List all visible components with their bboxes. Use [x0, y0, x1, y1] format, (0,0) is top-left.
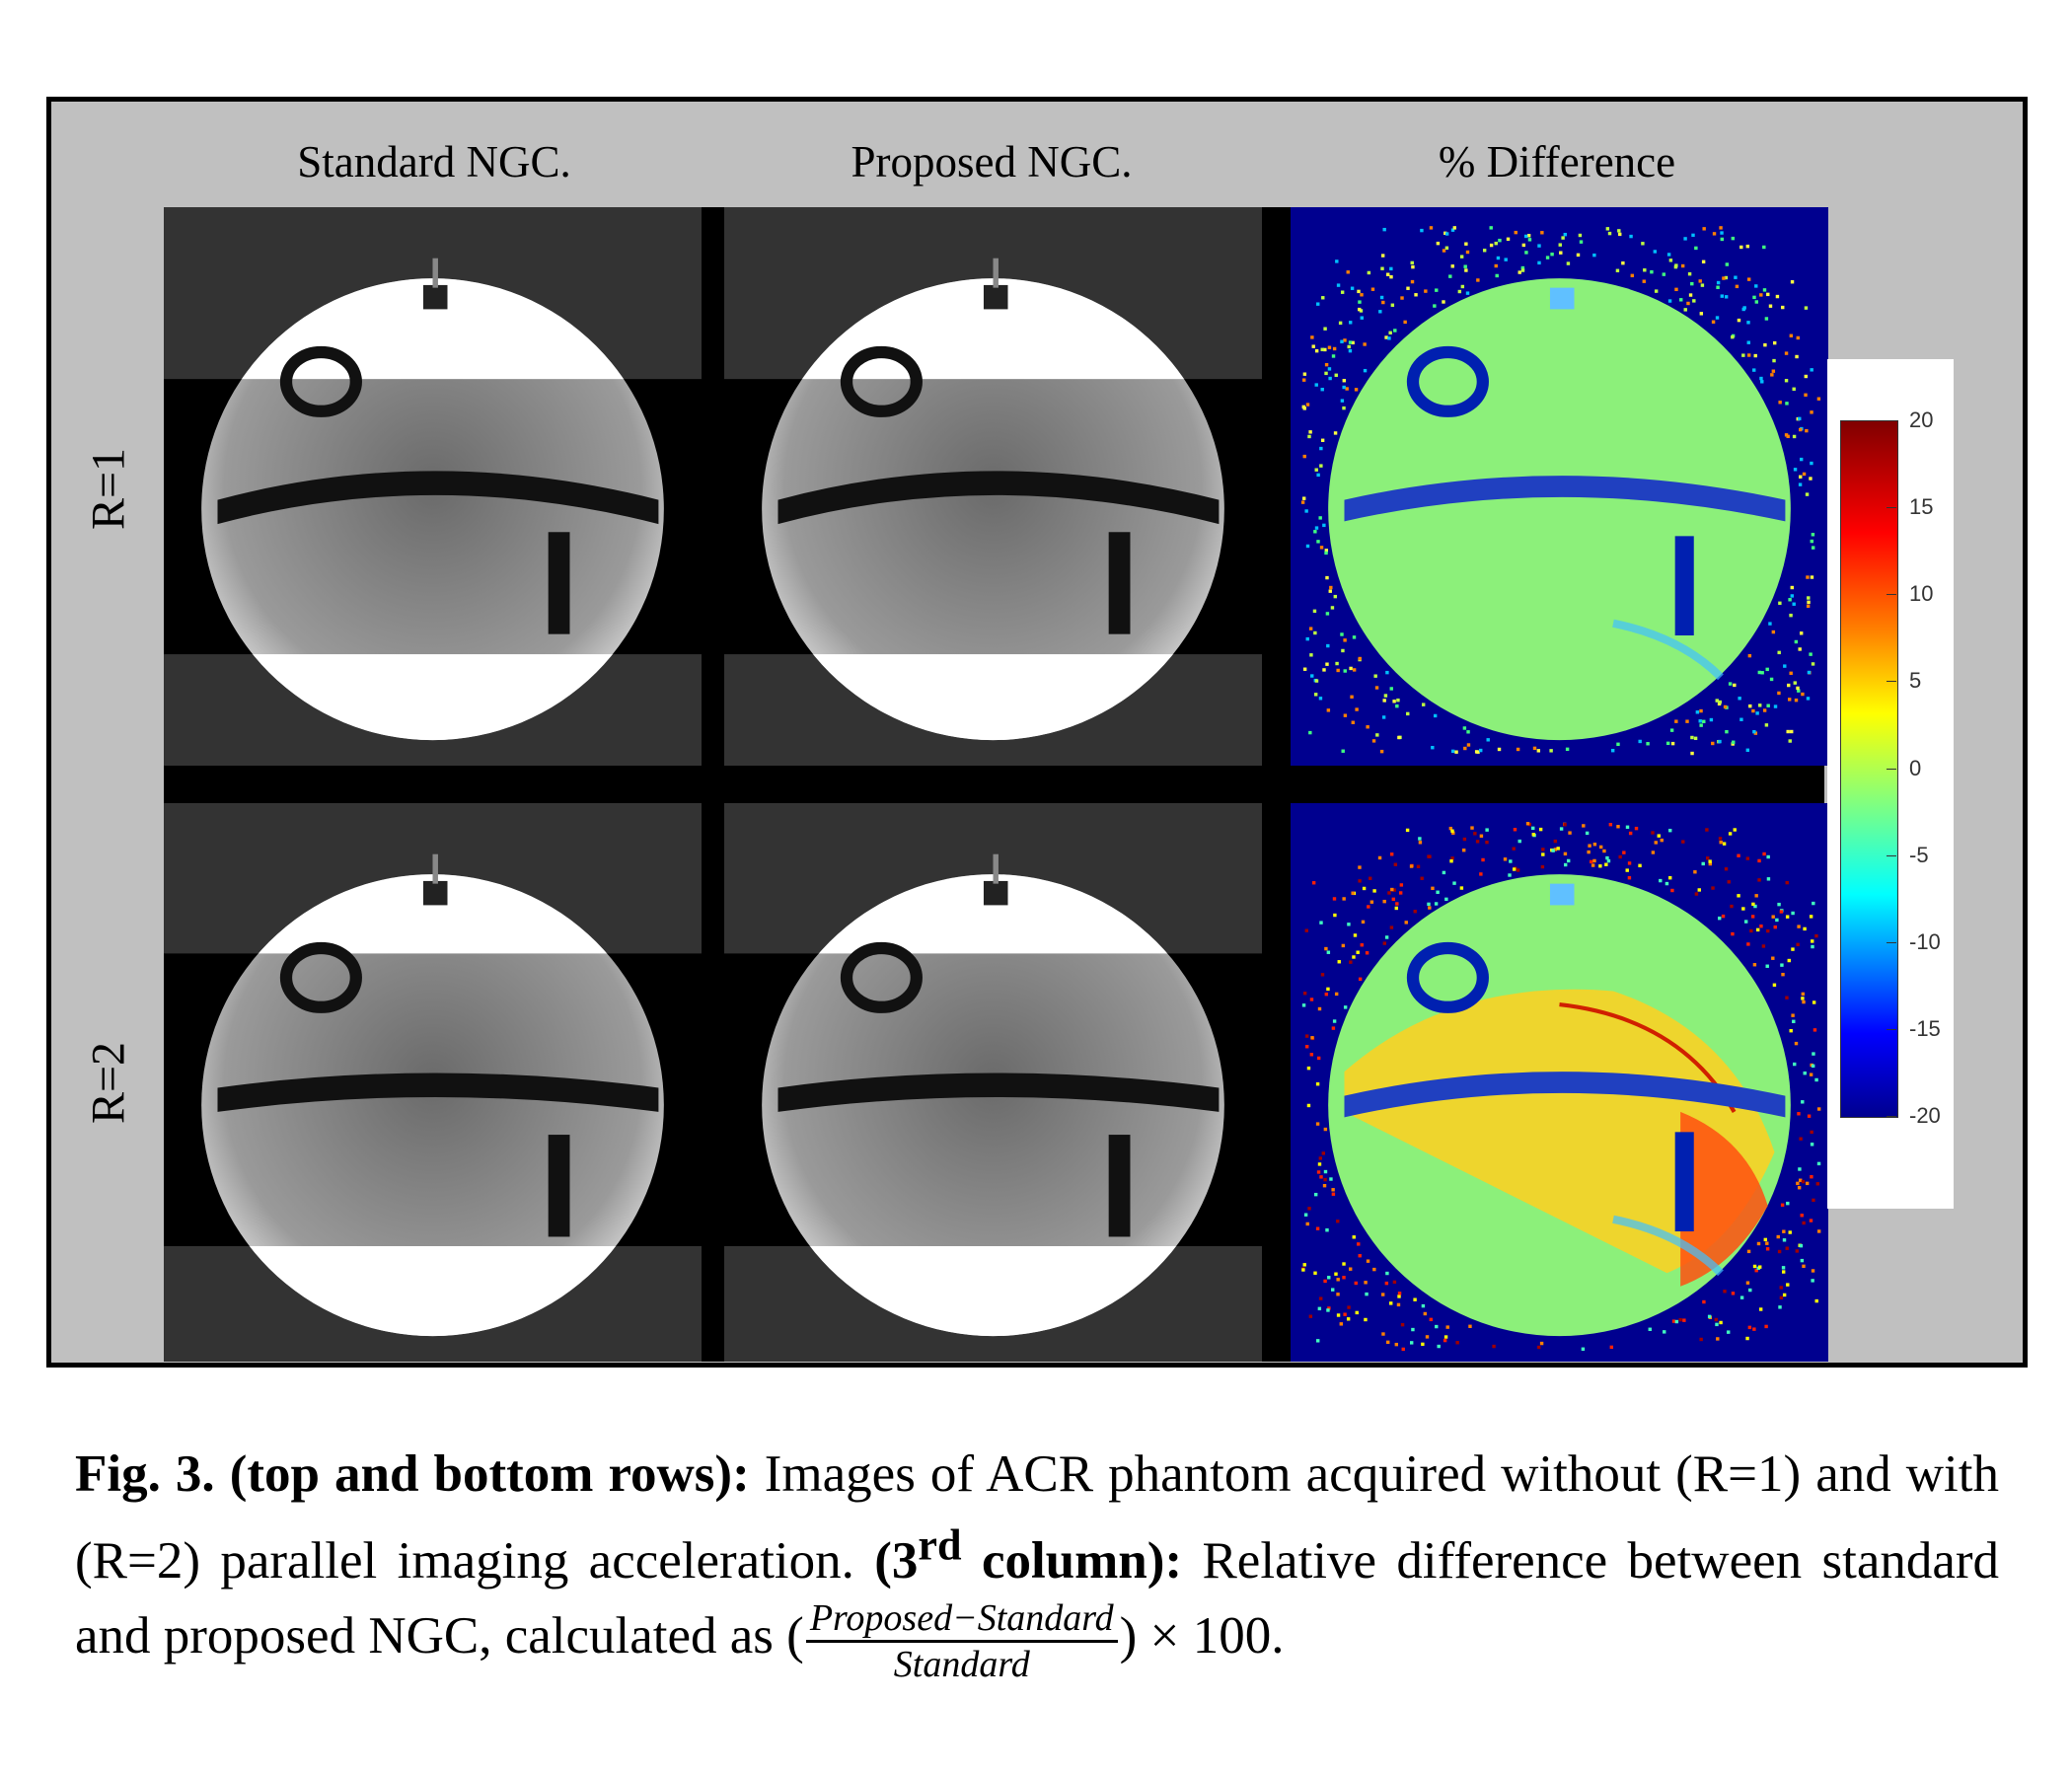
figure-caption: Fig. 3. (top and bottom rows): Images of…	[75, 1439, 1999, 1686]
caption-part2-heading-post: column):	[981, 1531, 1183, 1590]
colorbar-tick-label: -20	[1909, 1103, 1941, 1128]
colorbar-tick-mark	[1887, 681, 1896, 683]
colorbar-tick-label: 5	[1909, 668, 1922, 694]
colorbar-tick-mark	[1887, 507, 1896, 509]
formula-close: ) × 100.	[1119, 1607, 1285, 1665]
image-difference-r2	[1291, 803, 1828, 1362]
image-grid	[164, 207, 1828, 1362]
colorbar: 20 15 10 5 0 -5 -10 -15 -20	[1827, 359, 1954, 1209]
formula-denominator: Standard	[893, 1643, 1030, 1685]
image-standard-r1	[164, 207, 702, 766]
colorbar-tick-label: 0	[1909, 755, 1922, 780]
formula-open: (	[786, 1607, 804, 1665]
colorbar-tick-label: 10	[1909, 581, 1934, 607]
image-standard-r2	[164, 803, 702, 1362]
caption-part2-sup: rd	[918, 1520, 962, 1569]
image-difference-r1	[1291, 207, 1828, 766]
colorbar-tick-label: -15	[1909, 1015, 1941, 1041]
row-label-r1: R=1	[82, 447, 135, 531]
colorbar-tick-label: -5	[1909, 842, 1929, 867]
colorbar-tick-mark	[1887, 594, 1896, 596]
column-header-proposed: Proposed NGC.	[851, 137, 1133, 186]
colorbar-tick-mark	[1887, 420, 1896, 421]
caption-part1-text: Images of ACR phantom acquired without (…	[75, 1445, 2000, 1590]
caption-label: Fig. 3.	[75, 1445, 215, 1503]
colorbar-tick-label: 15	[1909, 494, 1934, 520]
colorbar-tick-label: -10	[1909, 928, 1941, 954]
colorbar-tick-label: 20	[1909, 407, 1934, 432]
colorbar-tick-mark	[1887, 854, 1896, 856]
caption-part2-heading-pre: (3	[874, 1531, 919, 1590]
column-header-difference: % Difference	[1438, 137, 1676, 186]
caption-part2-text: Relative difference between standard and…	[75, 1531, 2000, 1665]
image-proposed-r1	[724, 207, 1262, 766]
colorbar-tick-mark	[1887, 768, 1896, 770]
column-header-standard: Standard NGC.	[297, 137, 571, 186]
formula-fraction: Proposed−Standard Standard	[805, 1596, 1118, 1686]
colorbar-tick-mark	[1887, 1116, 1896, 1117]
formula-numerator: Proposed−Standard	[805, 1596, 1118, 1643]
colorbar-tick-mark	[1887, 941, 1896, 943]
row-label-r2: R=2	[82, 1041, 135, 1125]
colorbar-gradient	[1840, 420, 1898, 1118]
colorbar-tick-mark	[1887, 1028, 1896, 1030]
caption-part1-heading: (top and bottom rows):	[229, 1445, 750, 1503]
image-proposed-r2	[724, 803, 1262, 1362]
